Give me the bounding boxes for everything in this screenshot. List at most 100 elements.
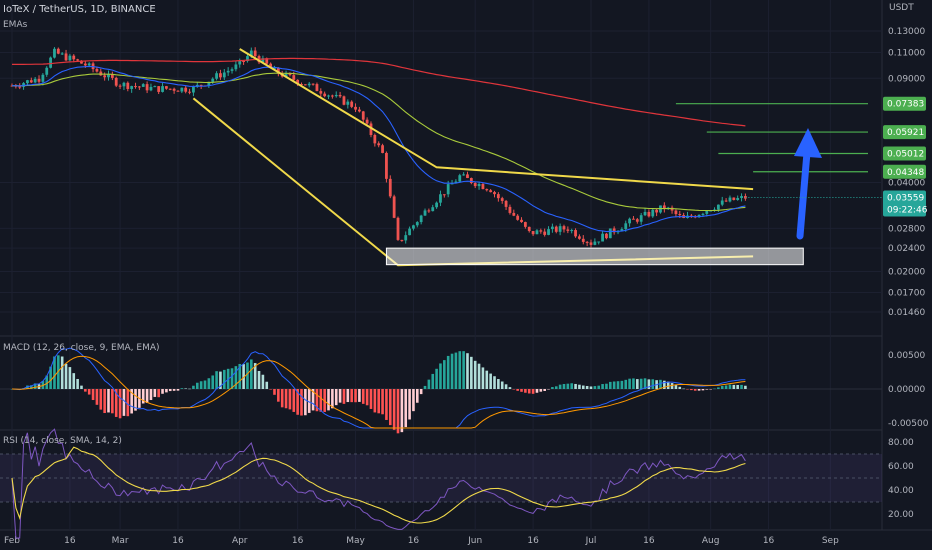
candle-body — [562, 226, 566, 230]
candle-body — [219, 73, 222, 78]
candle-body — [504, 200, 508, 207]
candle-body — [365, 119, 369, 124]
target-price-tag — [883, 125, 926, 140]
candle-body — [222, 72, 226, 78]
candle-body — [435, 202, 438, 208]
macd-histogram-bar — [114, 389, 118, 417]
time-tick-label: Feb — [4, 536, 20, 546]
macd-histogram-bar — [223, 369, 226, 389]
candle-body — [450, 183, 454, 185]
macd-histogram-bar — [118, 389, 122, 419]
candle-body — [531, 231, 535, 235]
macd-histogram-bar — [238, 363, 242, 389]
macd-histogram-bar — [388, 389, 392, 426]
candle-body — [570, 230, 574, 232]
macd-histogram-bar — [269, 389, 272, 390]
macd-histogram-bar — [612, 381, 616, 389]
macd-histogram-bar — [334, 389, 338, 406]
macd-histogram-bar — [709, 389, 712, 390]
candle-body — [493, 192, 496, 195]
macd-histogram-bar — [134, 389, 137, 411]
macd-histogram-bar — [215, 371, 218, 389]
macd-histogram-bar — [265, 381, 269, 389]
candle-body — [327, 95, 330, 97]
candle-body — [412, 225, 415, 229]
time-tick-label: Jun — [467, 536, 482, 546]
macd-histogram-bar — [369, 389, 373, 409]
candle-body — [547, 229, 550, 235]
candle-body — [118, 85, 122, 87]
macd-histogram-bar — [57, 355, 60, 389]
candle-body — [49, 57, 52, 68]
candle-body — [72, 55, 76, 60]
candle-body — [141, 84, 145, 87]
macd-histogram-bar — [149, 389, 153, 401]
candle-body — [358, 109, 361, 112]
macd-histogram-bar — [547, 389, 550, 390]
candle-body — [145, 84, 149, 91]
macd-histogram-bar — [354, 389, 357, 403]
macd-histogram-bar — [365, 389, 369, 406]
indicator-label: EMAs — [3, 20, 28, 30]
candle-body — [678, 214, 682, 216]
candle-body — [566, 229, 570, 231]
macd-histogram-bar — [473, 360, 477, 389]
macd-histogram-bar — [172, 389, 176, 391]
candle-body — [431, 207, 435, 212]
macd-histogram-bar — [562, 383, 566, 389]
candle-body — [153, 86, 157, 88]
macd-histogram-bar — [126, 389, 130, 417]
macd-histogram-bar — [744, 385, 747, 389]
macd-histogram-bar — [392, 389, 396, 430]
candle-body — [87, 63, 91, 66]
candle-body — [423, 210, 427, 216]
macd-histogram-bar — [431, 373, 435, 389]
candle-body — [439, 194, 442, 203]
candle-body — [608, 228, 612, 239]
macd-histogram-bar — [165, 389, 168, 393]
macd-histogram-bar — [107, 389, 110, 413]
macd-histogram-bar — [728, 384, 732, 389]
candle-body — [273, 67, 276, 69]
candle-body — [732, 197, 736, 201]
macd-histogram-bar — [682, 388, 685, 390]
macd-histogram-bar — [277, 389, 280, 402]
macd-histogram-bar — [443, 360, 446, 389]
candle-body — [466, 174, 469, 179]
macd-histogram-bar — [450, 353, 454, 389]
macd-histogram-bar — [168, 389, 172, 392]
target-price-label: 0.07383 — [887, 100, 924, 110]
candle-body — [593, 241, 597, 245]
candle-body — [396, 217, 400, 240]
macd-histogram-bar — [597, 385, 601, 389]
macd-histogram-bar — [80, 385, 83, 389]
macd-histogram-bar — [381, 389, 384, 415]
candle-body — [558, 226, 562, 232]
macd-histogram-bar — [666, 381, 670, 389]
time-tick-label: 16 — [527, 536, 539, 546]
candle-body — [265, 58, 269, 64]
candle-body — [574, 230, 577, 237]
candle-body — [80, 60, 83, 64]
macd-histogram-bar — [504, 384, 508, 389]
macd-histogram-bar — [91, 389, 95, 401]
macd-histogram-bar — [616, 381, 620, 389]
candle-body — [728, 197, 732, 202]
macd-histogram-bar — [508, 387, 512, 389]
target-price-label: 0.04348 — [887, 168, 924, 178]
candle-body — [473, 183, 477, 187]
macd-histogram-bar — [99, 389, 103, 410]
macd-histogram-bar — [578, 384, 581, 389]
candle-body — [26, 80, 29, 84]
candle-body — [149, 86, 153, 91]
candle-body — [284, 72, 288, 77]
price-tick-label: 0.13000 — [888, 27, 925, 37]
macd-histogram-bar — [300, 389, 303, 416]
candle-body — [373, 134, 377, 144]
macd-histogram-bar — [180, 388, 184, 389]
macd-histogram-bar — [60, 356, 64, 389]
candle-body — [605, 233, 608, 239]
candle-body — [172, 88, 176, 91]
macd-histogram-bar — [454, 352, 458, 389]
